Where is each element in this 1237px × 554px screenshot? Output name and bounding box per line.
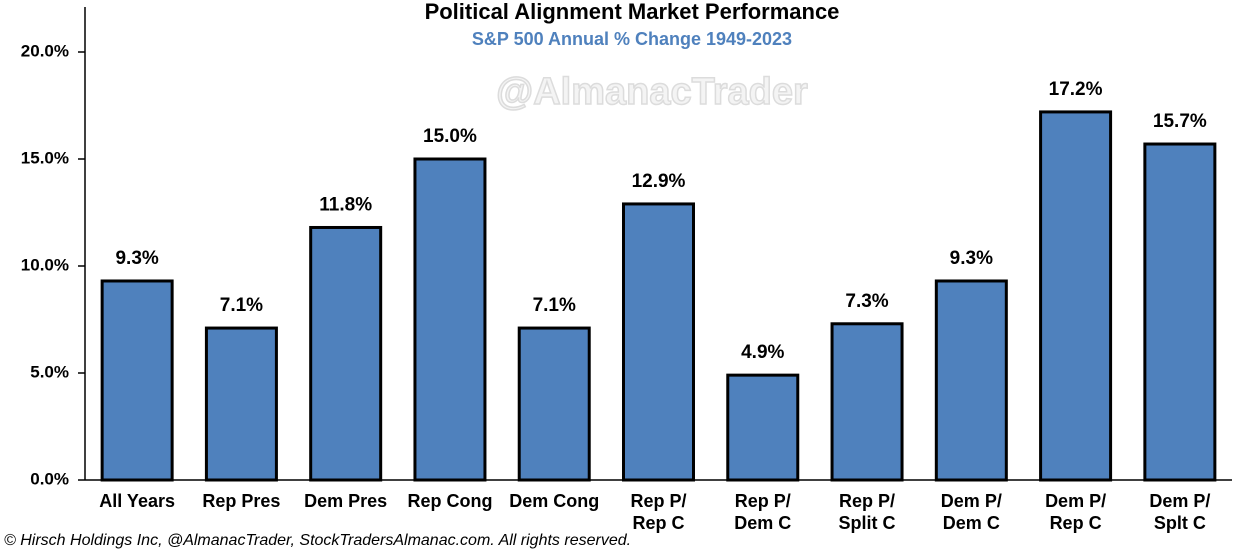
chart-title: Political Alignment Market Performance	[425, 0, 840, 24]
bar	[100, 279, 174, 482]
bar	[309, 225, 383, 482]
x-tick-label: Rep P/ Rep C	[630, 491, 687, 533]
bar	[1039, 110, 1113, 482]
bar	[1143, 142, 1217, 482]
bar	[622, 202, 695, 482]
bar	[726, 373, 800, 482]
x-tick-label: Rep Cong	[407, 491, 493, 511]
y-tick-label: 5.0%	[30, 362, 69, 381]
footer: © Hirsch Holdings Inc, @AlmanacTrader, S…	[4, 532, 631, 549]
value-label: 17.2%	[1049, 79, 1103, 100]
x-tick-label: Rep Pres	[202, 491, 281, 511]
value-label: 7.1%	[220, 295, 263, 316]
x-tick-label: Dem Pres	[304, 491, 388, 511]
value-label: 7.3%	[845, 291, 888, 312]
value-label: 9.3%	[950, 248, 993, 269]
bar	[204, 326, 278, 482]
chart-subtitle: S&P 500 Annual % Change 1949-2023	[472, 29, 792, 49]
value-label: 11.8%	[319, 194, 372, 215]
bar	[413, 157, 487, 482]
value-label: 4.9%	[741, 342, 784, 363]
x-tick-label: Dem P/ Splt C	[1149, 491, 1211, 533]
x-tick-label: Dem Cong	[509, 491, 600, 511]
x-tick-label: Dem P/ Rep C	[1045, 491, 1107, 533]
value-label: 12.9%	[632, 171, 686, 192]
watermark: @AlmanacTrader	[496, 71, 808, 113]
x-tick-label: Rep P/ Dem C	[734, 491, 792, 533]
value-label: 7.1%	[533, 295, 576, 316]
x-tick-label: All Years	[99, 491, 175, 511]
y-tick-label: 20.0%	[21, 41, 69, 60]
x-tick-label: Dem P/ Dem C	[940, 491, 1002, 533]
y-tick-label: 15.0%	[21, 148, 69, 167]
value-label: 15.0%	[423, 126, 477, 147]
value-label: 9.3%	[115, 248, 158, 269]
value-label: 15.7%	[1153, 111, 1207, 132]
bar	[934, 279, 1008, 482]
y-tick-label: 10.0%	[21, 255, 69, 274]
x-tick-label: Rep P/ Split C	[838, 491, 896, 533]
y-tick-label: 0.0%	[30, 469, 69, 488]
bar	[830, 322, 904, 482]
bar	[517, 326, 591, 482]
